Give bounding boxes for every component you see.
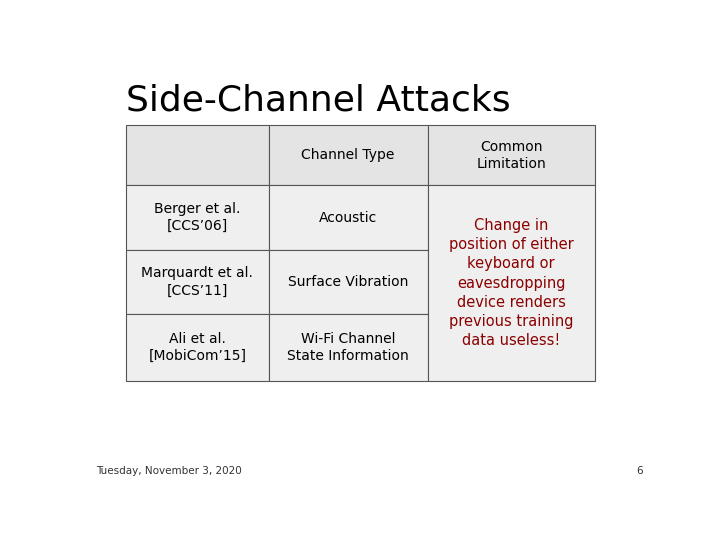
Bar (269, 125, 428, 185)
Bar (269, 185, 428, 250)
Bar (269, 314, 428, 381)
Text: Marquardt et al.
[CCS’11]: Marquardt et al. [CCS’11] (141, 266, 253, 298)
Bar (126, 185, 269, 250)
Bar (126, 314, 269, 381)
Text: Channel Type: Channel Type (302, 148, 395, 162)
Text: Side-Channel Attacks: Side-Channel Attacks (126, 84, 511, 118)
Text: Common
Limitation: Common Limitation (477, 139, 546, 171)
Text: Tuesday, November 3, 2020: Tuesday, November 3, 2020 (96, 465, 241, 476)
Text: Acoustic: Acoustic (319, 211, 377, 225)
Text: 6: 6 (636, 465, 642, 476)
Text: Wi-Fi Channel
State Information: Wi-Fi Channel State Information (287, 332, 409, 363)
Text: Ali et al.
[MobiCom’15]: Ali et al. [MobiCom’15] (148, 332, 246, 363)
Text: Change in
position of either
keyboard or
eavesdropping
device renders
previous t: Change in position of either keyboard or… (449, 218, 574, 348)
Text: Berger et al.
[CCS’06]: Berger et al. [CCS’06] (154, 202, 240, 233)
Bar (269, 250, 428, 314)
Bar (428, 185, 595, 381)
Bar (126, 125, 269, 185)
Bar (126, 250, 269, 314)
Bar (428, 125, 595, 185)
Text: Surface Vibration: Surface Vibration (288, 275, 408, 289)
